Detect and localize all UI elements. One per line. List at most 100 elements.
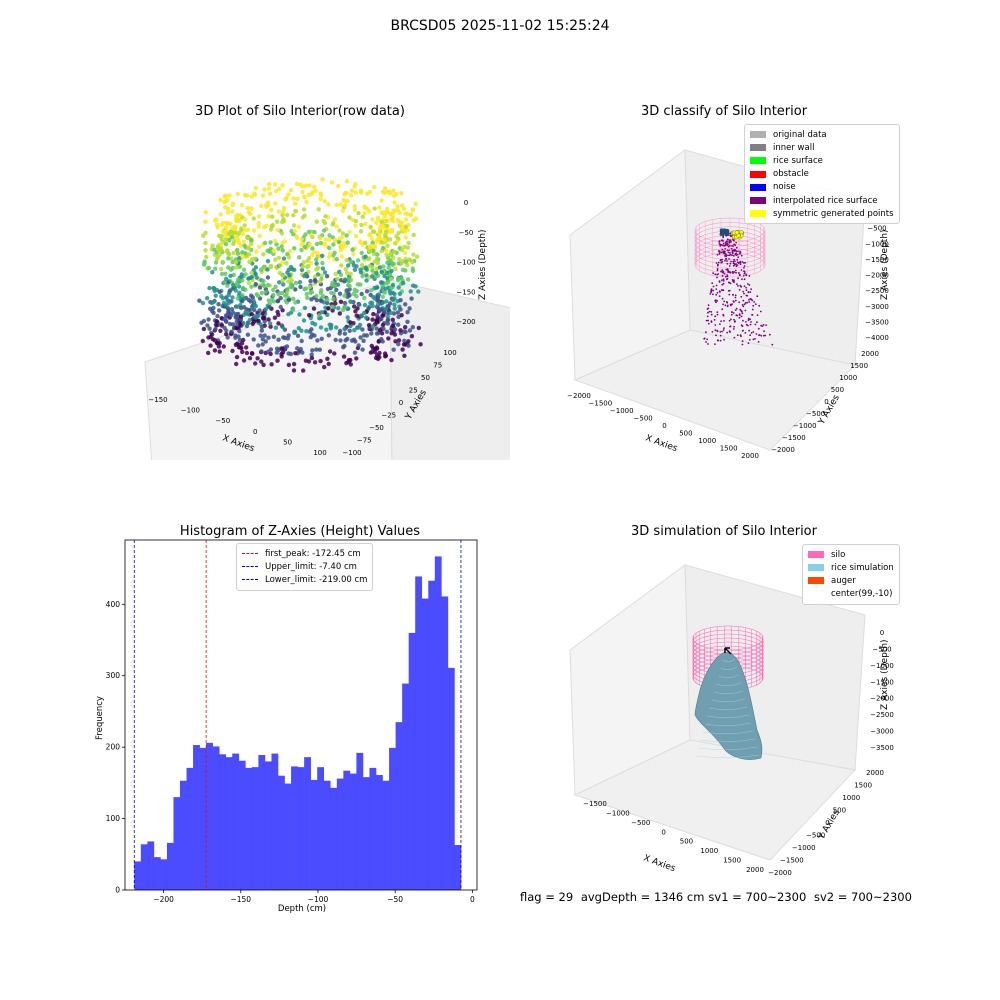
point: [281, 256, 287, 261]
point: [370, 229, 376, 234]
point: [406, 240, 411, 246]
point: [736, 261, 739, 263]
point: [379, 240, 384, 245]
point: [247, 211, 253, 217]
point: [410, 268, 416, 274]
point: [225, 283, 230, 288]
point: [226, 256, 231, 261]
tick-label: −1000: [870, 662, 894, 670]
point: [403, 325, 408, 330]
point: [370, 240, 375, 245]
point: [229, 329, 234, 334]
point: [712, 289, 715, 292]
point: [742, 329, 744, 332]
legend-swatch: [750, 131, 766, 139]
point: [726, 331, 729, 334]
point: [341, 354, 347, 359]
point: [358, 335, 363, 340]
point: [359, 222, 364, 228]
point: [738, 288, 741, 291]
tick-label: −200: [153, 895, 174, 904]
point: [362, 211, 367, 216]
tick-label: 75: [433, 362, 442, 370]
point: [253, 265, 259, 270]
point: [392, 306, 397, 311]
point: [721, 308, 724, 311]
point: [718, 290, 721, 293]
point: [305, 258, 310, 263]
point: [731, 245, 733, 247]
point: [299, 267, 305, 273]
point: [768, 333, 771, 336]
point: [261, 252, 266, 257]
point: [726, 305, 729, 308]
point: [350, 247, 355, 252]
point: [286, 312, 291, 317]
point: [379, 210, 384, 215]
point: [733, 281, 735, 283]
point: [403, 211, 408, 216]
point: [253, 249, 259, 254]
point: [398, 307, 403, 312]
point: [318, 358, 323, 364]
tick-label: −500: [806, 832, 825, 840]
point: [387, 288, 392, 294]
tick-label: −3000: [870, 728, 894, 736]
point: [398, 221, 403, 227]
histogram-bar: [408, 632, 416, 890]
point: [233, 260, 239, 265]
point: [390, 317, 395, 322]
point: [386, 265, 391, 270]
point: [353, 339, 358, 344]
point: [745, 323, 748, 326]
point: [336, 183, 341, 189]
point: [706, 315, 709, 318]
point: [348, 320, 353, 325]
point: [268, 351, 273, 357]
point: [733, 279, 735, 282]
point: [311, 306, 317, 311]
point: [738, 313, 741, 315]
point: [400, 347, 405, 352]
point: [213, 293, 218, 298]
legend-swatch: [750, 170, 766, 178]
point: [741, 343, 744, 346]
point: [401, 206, 407, 211]
point: [715, 301, 717, 304]
point: [714, 329, 717, 332]
point: [747, 342, 750, 345]
histogram-bar: [147, 841, 155, 890]
point: [286, 362, 292, 368]
point: [743, 292, 745, 295]
point: [742, 305, 745, 308]
point: [333, 271, 338, 277]
point: [409, 334, 415, 339]
point: [267, 191, 273, 196]
point: [396, 322, 401, 327]
point: [284, 195, 289, 201]
point: [739, 250, 741, 253]
point: [219, 271, 225, 277]
point: [727, 251, 730, 254]
point: [293, 201, 298, 206]
point: [366, 306, 371, 311]
point: [407, 328, 413, 333]
point: [715, 288, 718, 290]
point: [411, 218, 416, 223]
point: [710, 320, 713, 323]
point: [390, 282, 396, 288]
point: [728, 239, 731, 241]
tick-label: 0: [825, 819, 829, 827]
point: [245, 227, 251, 232]
point: [725, 258, 728, 260]
tick-label: −100: [342, 449, 361, 457]
point: [234, 361, 239, 367]
point: [743, 262, 745, 264]
mesh-line: [707, 714, 750, 718]
point: [339, 254, 344, 259]
point: [237, 218, 242, 223]
point: [738, 273, 741, 276]
point: [238, 305, 244, 311]
point: [285, 270, 290, 275]
point: [723, 273, 726, 275]
